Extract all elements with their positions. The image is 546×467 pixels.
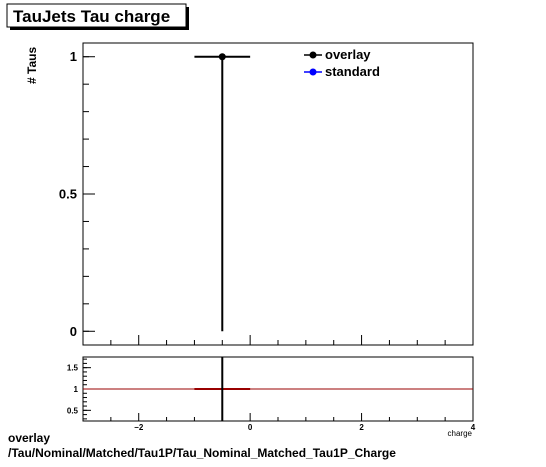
main-y-tick-label: 1 — [70, 49, 77, 64]
main-series-layer — [194, 53, 251, 332]
data-point — [218, 53, 226, 61]
y-axis-label: # Taus — [25, 47, 39, 84]
main-plot-panel: # Taus 00.51 overlay standard — [25, 42, 474, 346]
footer-caption-1: overlay — [8, 431, 50, 445]
ratio-x-tick-label: 0 — [248, 423, 253, 432]
legend-entry-overlay: overlay — [304, 47, 371, 62]
ratio-y-tick-label: 1.5 — [67, 364, 79, 373]
x-axis-label: charge — [448, 429, 473, 438]
main-plot-frame — [82, 42, 474, 346]
legend-standard-label: standard — [325, 64, 380, 79]
footer-caption-2: /Tau/Nominal/Matched/Tau1P/Tau_Nominal_M… — [8, 446, 396, 460]
legend-entry-standard: standard — [304, 64, 380, 79]
title-box-frame — [6, 3, 187, 28]
legend-overlay-marker — [309, 51, 317, 59]
legend: overlay standard — [304, 47, 380, 79]
ratio-y-tick-label: 0.5 — [67, 406, 79, 415]
ratio-series-layer — [83, 357, 473, 421]
legend-overlay-label: overlay — [325, 47, 371, 62]
title-box: TauJets Tau charge — [6, 3, 189, 30]
ratio-y-tick-label: 1 — [74, 385, 79, 394]
main-y-axis-ticks: 00.51 — [59, 49, 474, 345]
ratio-x-tick-label: 4 — [471, 423, 476, 432]
main-y-tick-label: 0 — [70, 324, 77, 339]
ratio-plot-panel: 0.5 1 1.5 −2 0 2 4 charge — [67, 356, 476, 438]
chart-title: TauJets Tau charge — [13, 7, 170, 26]
legend-standard-marker — [309, 68, 317, 76]
ratio-x-tick-label: 2 — [359, 423, 364, 432]
ratio-x-tick-label: −2 — [134, 423, 144, 432]
main-y-tick-label: 0.5 — [59, 187, 77, 202]
ratio-x-axis-ticks: −2 0 2 4 — [82, 413, 476, 432]
